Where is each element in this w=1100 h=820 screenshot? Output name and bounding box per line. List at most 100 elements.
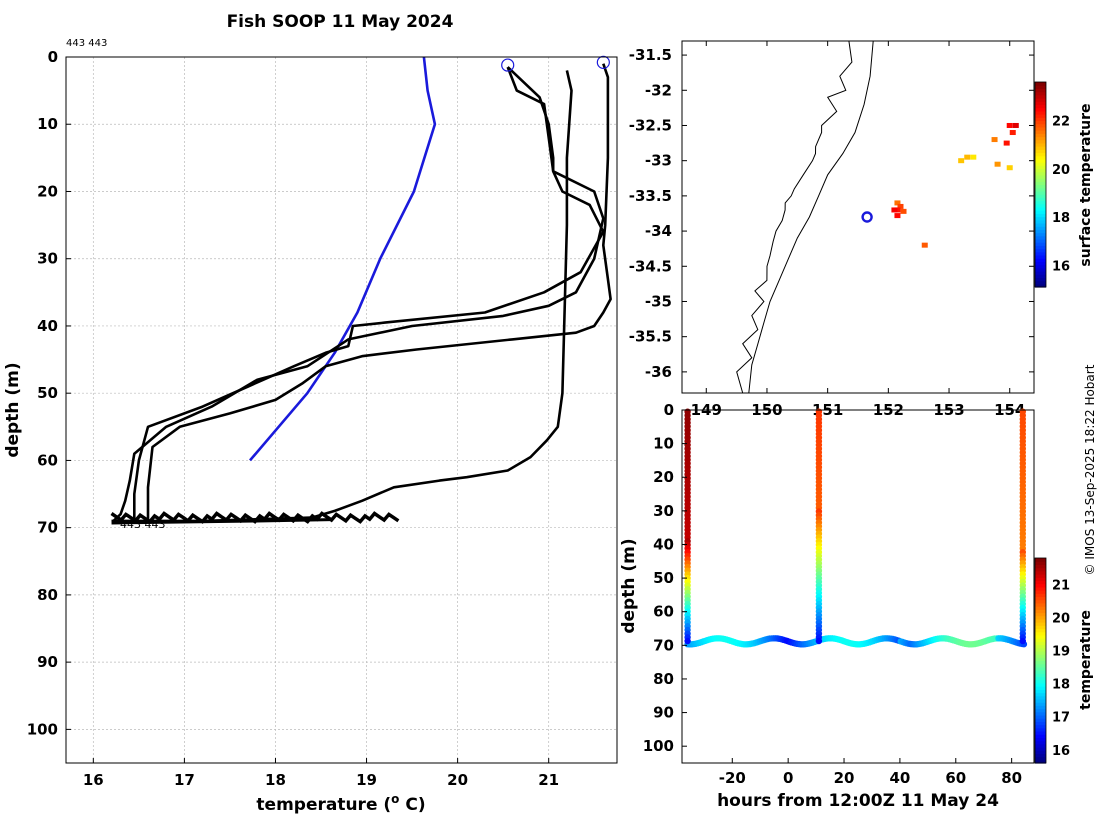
map-colorbar-segment	[1035, 190, 1046, 195]
map-colorbar-segment	[1035, 226, 1046, 230]
timeseries-xtick-label: 80	[1001, 769, 1022, 787]
map-colorbar-segment	[1035, 174, 1046, 179]
map-colorbar-segment	[1035, 274, 1046, 278]
map-sst-patch	[958, 158, 965, 164]
map-colorbar-label: surface temperature	[1078, 103, 1094, 266]
timeseries-colorbar-segment	[1035, 702, 1046, 706]
profile-line-cast-d	[111, 70, 573, 523]
timeseries-colorbar-segment	[1035, 570, 1046, 575]
map-colorbar-tick-label: 18	[1052, 211, 1070, 226]
timeseries-colorbar-segment	[1035, 654, 1046, 658]
profile-ytick-label: 60	[37, 451, 58, 469]
timeseries-colorbar-segment	[1035, 596, 1046, 601]
timeseries-ylabel: depth (m)	[619, 538, 639, 633]
timeseries-colorbar-segment	[1035, 705, 1046, 710]
timeseries-colorbar-segment	[1035, 750, 1046, 754]
map-colorbar-segment	[1035, 232, 1046, 237]
timeseries-colorbar-segment	[1035, 593, 1046, 598]
timeseries-colorbar-segment	[1035, 734, 1046, 738]
map-colorbar-segment	[1035, 155, 1046, 160]
timeseries-colorbar-segment	[1035, 657, 1046, 662]
timeseries-ytick-label: 40	[653, 535, 674, 553]
map-colorbar-segment	[1035, 206, 1046, 211]
map-ytick-label: -34	[645, 222, 672, 240]
profile-line-cast-b	[133, 66, 605, 521]
map-ytick-label: -36	[645, 363, 672, 381]
map-colorbar-segment	[1035, 133, 1046, 138]
map-colorbar-segment	[1035, 162, 1046, 166]
timeseries-ytick-label: 50	[653, 569, 674, 587]
map-colorbar-segment	[1035, 238, 1046, 243]
profile-ytick-label: 50	[37, 384, 58, 402]
timeseries-ytick-label: 70	[653, 636, 674, 654]
timeseries-xtick-label: -20	[719, 769, 746, 787]
timeseries-colorbar-segment	[1035, 647, 1046, 652]
timeseries-colorbar-segment	[1035, 682, 1046, 687]
profile-ytick-label: 10	[37, 115, 58, 133]
profile-xlabel: temperature (o C)	[256, 792, 425, 815]
map-colorbar-segment	[1035, 267, 1046, 272]
timeseries-colorbar-segment	[1035, 724, 1046, 729]
map-axes-frame	[681, 40, 1035, 394]
timeseries-colorbar-tick-label: 21	[1052, 578, 1070, 593]
timeseries-colorbar: 16 17 18 19 20 21	[1034, 557, 1070, 764]
map-colorbar-segment	[1035, 280, 1046, 285]
map-colorbar-segment	[1035, 139, 1046, 144]
profile-line-climatology	[249, 56, 437, 462]
timeseries-colorbar-segment	[1035, 686, 1046, 690]
timeseries-colorbar-segment	[1035, 660, 1046, 665]
timeseries-colorbar-segment	[1035, 558, 1046, 562]
map-ytick-label: -31.5	[629, 46, 672, 64]
map-colorbar-frame	[1034, 81, 1047, 288]
map-panel: -31.5 -32 -32.5 -33 -33.5 -34 -34.5 -35 -35.5 -36…	[629, 40, 1094, 419]
timeseries-ytick-label: 60	[653, 603, 674, 621]
map-colorbar: 16 18 20 22	[1034, 81, 1070, 288]
timeseries-colorbar-segment	[1035, 689, 1046, 694]
timeseries-colorbar-segment	[1035, 727, 1046, 732]
profile-ytick-label: 20	[37, 182, 58, 200]
map-colorbar-segment	[1035, 98, 1046, 102]
timeseries-colorbar-segment	[1035, 698, 1046, 703]
map-colorbar-segment	[1035, 123, 1046, 128]
timeseries-xtick-label: 60	[945, 769, 966, 787]
map-colorbar-segment	[1035, 194, 1046, 198]
timeseries-colorbar-segment	[1035, 577, 1046, 582]
map-colorbar-segment	[1035, 126, 1046, 131]
profile-axes-frame	[65, 56, 618, 764]
map-colorbar-segment	[1035, 270, 1046, 275]
map-colorbar-segment	[1035, 149, 1046, 154]
profile-bottom-annotation: 443 443	[120, 518, 166, 531]
timeseries-colorbar-segment	[1035, 670, 1046, 674]
timeseries-colorbar-segment	[1035, 721, 1046, 726]
timeseries-colorbar-segment	[1035, 625, 1046, 630]
map-colorbar-segment	[1035, 242, 1046, 246]
timeseries-colorbar-segment	[1035, 708, 1046, 713]
profile-ytick-label: 90	[37, 653, 58, 671]
map-colorbar-tick-label: 20	[1052, 163, 1070, 178]
map-colorbar-segment	[1035, 146, 1046, 150]
map-colorbar-segment	[1035, 222, 1046, 227]
timeseries-ytick-label: 100	[643, 737, 674, 755]
timeseries-colorbar-segment	[1035, 663, 1046, 668]
map-colorbar-segment	[1035, 264, 1046, 269]
map-colorbar-segment	[1035, 120, 1046, 125]
map-colorbar-segment	[1035, 254, 1046, 259]
timeseries-colorbar-segment	[1035, 583, 1046, 588]
timeseries-colorbar-segment	[1035, 574, 1046, 578]
timeseries-colorbar-segment	[1035, 753, 1046, 758]
profile-ytick-label: 80	[37, 586, 58, 604]
timeseries-colorbar-segment	[1035, 561, 1046, 565]
map-sst-patch	[921, 242, 928, 248]
map-ytick-label: -34.5	[629, 257, 672, 275]
map-colorbar-segment	[1035, 261, 1046, 266]
map-sst-patch	[964, 154, 971, 160]
timeseries-colorbar-segment	[1035, 650, 1046, 655]
profile-ytick-label: 40	[37, 317, 58, 335]
profile-grid	[66, 56, 617, 763]
map-sst-patch	[970, 154, 977, 160]
map-colorbar-segment	[1035, 248, 1046, 253]
timeseries-ytick-label: 20	[653, 468, 674, 486]
profile-ytick-label: 30	[37, 250, 58, 268]
